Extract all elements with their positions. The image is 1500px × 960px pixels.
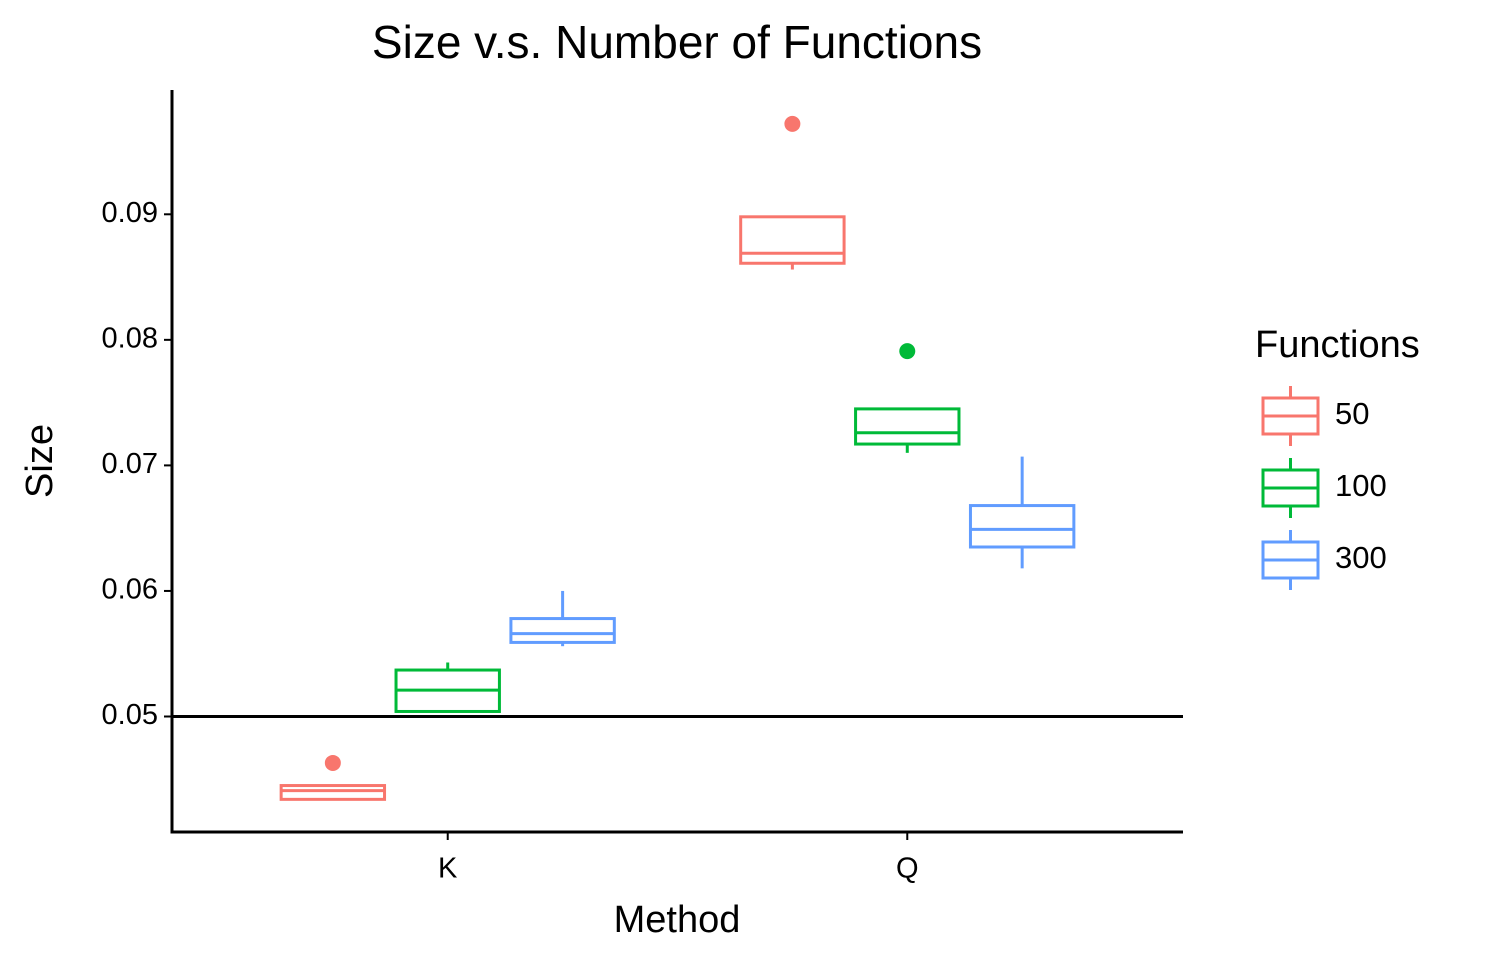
y-tick-label: 0.08	[102, 323, 158, 355]
chart-title: Size v.s. Number of Functions	[372, 16, 982, 68]
outlier	[784, 115, 801, 132]
box	[854, 407, 961, 446]
legend-title: Functions	[1255, 324, 1420, 366]
x-tick-label: Q	[896, 853, 919, 885]
x-tick-label: K	[438, 853, 458, 885]
y-axis-title: Size	[19, 424, 61, 498]
box	[509, 617, 616, 644]
outlier	[899, 343, 916, 360]
legend-label: 100	[1335, 468, 1387, 503]
legend-label: 300	[1335, 540, 1387, 575]
y-tick-label: 0.09	[102, 197, 158, 229]
box	[968, 504, 1076, 549]
box	[279, 784, 387, 801]
outlier	[324, 754, 341, 771]
box	[739, 215, 846, 265]
y-tick-label: 0.06	[102, 574, 158, 606]
y-tick-label: 0.07	[102, 448, 158, 480]
x-axis-title: Method	[614, 899, 741, 941]
y-tick-label: 0.05	[102, 699, 158, 731]
legend-label: 50	[1335, 396, 1369, 431]
